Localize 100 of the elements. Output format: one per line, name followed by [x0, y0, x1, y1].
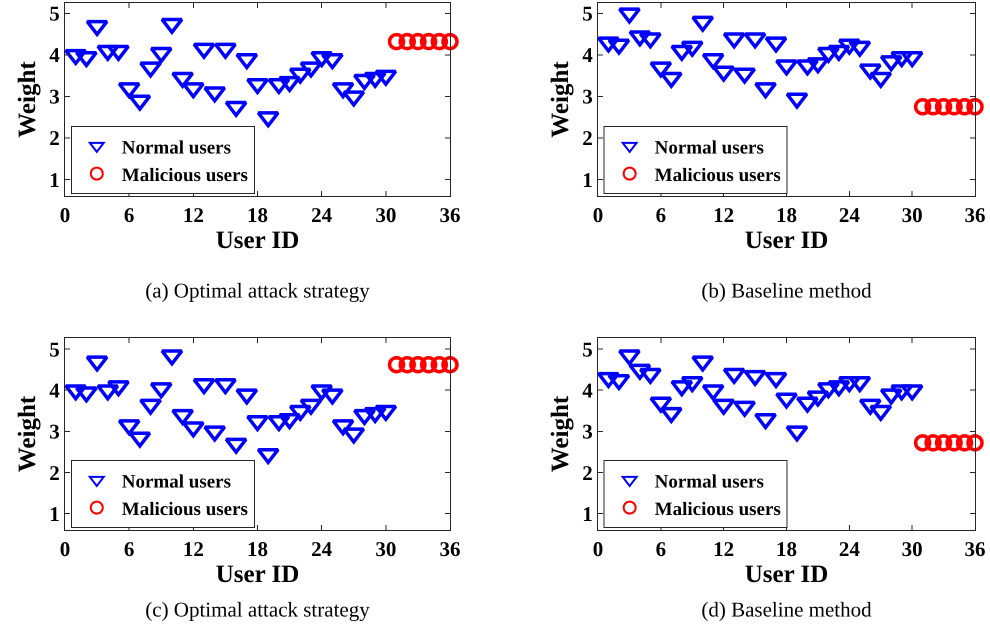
y-tick-label: 2 — [582, 126, 593, 150]
point — [722, 32, 746, 49]
x-tick-label: 24 — [311, 537, 333, 562]
y-tick-label: 2 — [49, 126, 60, 150]
x-tick-label: 18 — [247, 203, 268, 228]
point — [607, 374, 630, 390]
point — [86, 355, 109, 372]
point — [670, 380, 694, 396]
x-axis-title: User ID — [216, 561, 300, 588]
point — [171, 72, 194, 88]
y-axis-title: Weight — [14, 395, 42, 472]
point — [858, 63, 882, 80]
point — [203, 425, 226, 442]
x-tick-label: 36 — [964, 537, 986, 562]
point — [332, 419, 355, 436]
legend-label: Normal users — [122, 471, 232, 492]
point — [139, 61, 162, 78]
x-tick-label: 0 — [60, 203, 70, 228]
point — [607, 38, 630, 55]
x-tick-label: 24 — [311, 203, 333, 228]
x-tick-label: 0 — [60, 537, 70, 562]
point — [774, 59, 798, 76]
point — [754, 412, 778, 430]
x-tick-label: 0 — [592, 537, 604, 562]
y-tick-label: 3 — [582, 420, 593, 444]
point — [203, 86, 226, 102]
point — [596, 36, 620, 53]
point — [816, 46, 840, 64]
x-tick-label: 6 — [124, 203, 134, 228]
point — [150, 382, 173, 398]
point — [764, 36, 788, 53]
point — [722, 368, 746, 384]
x-tick-label: 6 — [656, 537, 666, 562]
point — [956, 434, 974, 452]
point — [796, 59, 819, 76]
point — [150, 46, 173, 64]
point — [638, 368, 662, 384]
point — [956, 98, 974, 116]
point — [288, 404, 312, 422]
legend-label: Malicious users — [654, 499, 781, 520]
point — [374, 70, 398, 86]
point — [118, 419, 141, 436]
y-tick-label: 4 — [582, 378, 594, 403]
point — [914, 98, 932, 116]
point — [246, 78, 270, 94]
point — [785, 92, 809, 109]
x-tick-label: 18 — [247, 537, 268, 562]
x-tick-label: 36 — [440, 203, 460, 228]
point — [827, 44, 850, 61]
x-tick-label: 6 — [124, 537, 134, 562]
point — [74, 386, 98, 403]
point — [848, 376, 872, 392]
point — [934, 434, 952, 452]
point — [924, 98, 942, 116]
point — [364, 406, 387, 424]
point — [827, 380, 850, 396]
point — [945, 98, 963, 116]
point — [712, 398, 736, 415]
point — [96, 384, 120, 400]
point — [680, 40, 704, 57]
point — [118, 82, 141, 98]
point — [796, 396, 819, 413]
point — [628, 30, 652, 46]
y-axis-title: Weight — [547, 395, 574, 472]
legend-label: Malicious users — [122, 499, 248, 520]
y-tick-label: 4 — [49, 378, 60, 403]
point — [660, 72, 683, 88]
x-tick-label: 12 — [182, 203, 204, 228]
point — [680, 376, 704, 392]
point — [900, 384, 924, 400]
text: (a) Optimal attack strategy — [145, 278, 370, 303]
point — [712, 65, 736, 82]
point — [214, 42, 237, 59]
point — [235, 53, 258, 70]
legend-label: Normal users — [654, 471, 764, 492]
x-tick-label: 6 — [656, 203, 666, 228]
point — [182, 82, 205, 98]
x-axis-title: User ID — [216, 227, 300, 254]
point — [256, 448, 280, 464]
x-tick-label: 36 — [964, 203, 986, 228]
point — [278, 412, 302, 430]
legend-label: Malicious users — [122, 165, 248, 186]
legend-label: Malicious users — [654, 165, 781, 186]
point — [267, 78, 290, 94]
point — [880, 55, 903, 72]
point — [139, 398, 162, 415]
point — [364, 72, 387, 88]
point — [267, 415, 290, 432]
y-tick-label: 4 — [582, 43, 594, 68]
point — [744, 32, 767, 49]
point — [774, 392, 798, 409]
point — [702, 53, 725, 70]
point — [320, 53, 344, 70]
point — [670, 44, 694, 61]
point — [848, 40, 872, 57]
y-tick-label: 4 — [49, 43, 60, 68]
y-tick-label: 2 — [582, 460, 593, 485]
point — [310, 50, 334, 68]
y-tick-label: 1 — [582, 168, 593, 192]
y-tick-label: 5 — [49, 337, 60, 362]
